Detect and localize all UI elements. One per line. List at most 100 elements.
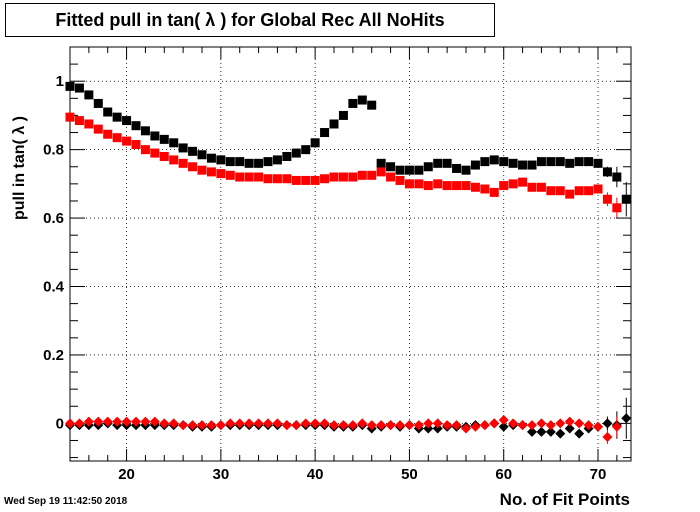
data-point-square	[470, 182, 480, 192]
data-point-square	[602, 194, 612, 204]
data-point-diamond	[404, 420, 415, 431]
data-point-square	[518, 160, 528, 170]
data-point-diamond	[329, 420, 339, 431]
data-point-square	[414, 165, 424, 175]
data-point-square	[376, 158, 386, 168]
y-tick-label: 0.8	[43, 142, 64, 159]
data-point-square	[480, 157, 490, 167]
data-point-square	[103, 107, 113, 117]
data-point-square	[612, 172, 622, 182]
data-point-diamond	[385, 420, 396, 431]
data-point-square	[593, 158, 603, 168]
data-point-diamond	[395, 420, 405, 431]
data-point-diamond	[564, 416, 575, 427]
data-point-square	[93, 124, 103, 134]
data-point-diamond	[366, 420, 377, 431]
data-point-diamond	[187, 420, 198, 431]
data-point-square	[263, 157, 273, 167]
data-point-diamond	[93, 416, 104, 427]
data-point-diamond	[168, 418, 179, 429]
data-point-square	[235, 157, 245, 167]
data-point-square	[131, 140, 141, 150]
data-point-square	[442, 158, 452, 168]
data-point-square	[386, 172, 396, 182]
data-point-square	[546, 186, 556, 196]
data-point-diamond	[508, 418, 519, 429]
data-point-diamond	[536, 426, 547, 437]
data-point-square	[489, 155, 499, 165]
data-point-diamond	[263, 418, 273, 429]
data-point-square	[395, 175, 405, 185]
data-point-square	[536, 182, 546, 192]
x-tick-label: 30	[213, 466, 230, 483]
data-point-diamond	[300, 418, 311, 429]
data-point-diamond	[149, 416, 160, 427]
data-point-square	[508, 158, 518, 168]
data-point-diamond	[479, 420, 490, 431]
timestamp: Wed Sep 19 11:42:50 2018	[4, 496, 128, 507]
data-point-square	[404, 165, 414, 175]
grid	[70, 47, 631, 461]
data-point-square	[178, 143, 188, 153]
data-point-diamond	[178, 420, 189, 431]
data-point-diamond	[451, 420, 462, 431]
data-point-diamond	[498, 414, 509, 425]
data-point-square	[169, 138, 179, 148]
data-markers	[65, 81, 632, 444]
x-tick-label: 60	[495, 466, 512, 483]
y-tick-label: 0.2	[43, 347, 64, 364]
data-point-diamond	[131, 416, 141, 427]
data-point-diamond	[621, 413, 632, 424]
data-point-square	[150, 148, 160, 158]
data-point-square	[131, 121, 141, 131]
data-point-diamond	[517, 420, 528, 431]
y-tick-label: 1	[56, 73, 64, 90]
data-point-square	[518, 177, 528, 187]
data-point-square	[140, 126, 150, 136]
data-point-square	[112, 133, 122, 143]
axis-ticks: 20 30 40 50 60 70 0 0.2 0.4 0.6 0.8 1	[43, 46, 631, 483]
data-point-square	[442, 181, 452, 191]
data-point-square	[338, 172, 348, 182]
data-point-square	[565, 189, 575, 199]
data-point-diamond	[83, 416, 94, 427]
data-point-diamond	[338, 420, 349, 431]
data-point-square	[320, 128, 330, 138]
data-point-square	[291, 148, 301, 158]
data-point-diamond	[225, 418, 236, 429]
data-point-square	[423, 162, 433, 172]
data-point-square	[527, 182, 537, 192]
y-tick-label: 0.6	[43, 210, 64, 227]
data-point-square	[508, 179, 518, 189]
data-point-square	[357, 170, 367, 180]
data-point-square	[461, 181, 471, 191]
data-point-square	[197, 150, 207, 160]
data-point-square	[574, 157, 584, 167]
data-point-square	[254, 172, 264, 182]
data-point-square	[386, 162, 396, 172]
data-point-diamond	[498, 421, 509, 432]
data-point-square	[499, 157, 509, 167]
data-point-square	[197, 165, 207, 175]
data-point-square	[357, 95, 367, 105]
data-point-diamond	[272, 418, 283, 429]
data-point-square	[414, 179, 424, 189]
data-point-square	[74, 83, 84, 93]
data-point-diamond	[140, 416, 151, 427]
data-point-square	[206, 167, 216, 177]
data-point-diamond	[319, 418, 330, 429]
y-tick-label: 0.4	[43, 279, 65, 296]
data-point-square	[244, 172, 254, 182]
data-point-diamond	[461, 423, 471, 434]
data-point-square	[84, 119, 94, 129]
data-point-square	[93, 98, 103, 108]
data-point-diamond	[536, 418, 547, 429]
data-point-square	[169, 155, 179, 165]
data-point-square	[291, 175, 301, 185]
data-point-diamond	[357, 418, 368, 429]
data-point-square	[225, 157, 235, 167]
data-point-square	[329, 172, 339, 182]
data-point-square	[555, 157, 565, 167]
data-point-diamond	[555, 418, 566, 429]
data-point-diamond	[121, 416, 132, 427]
